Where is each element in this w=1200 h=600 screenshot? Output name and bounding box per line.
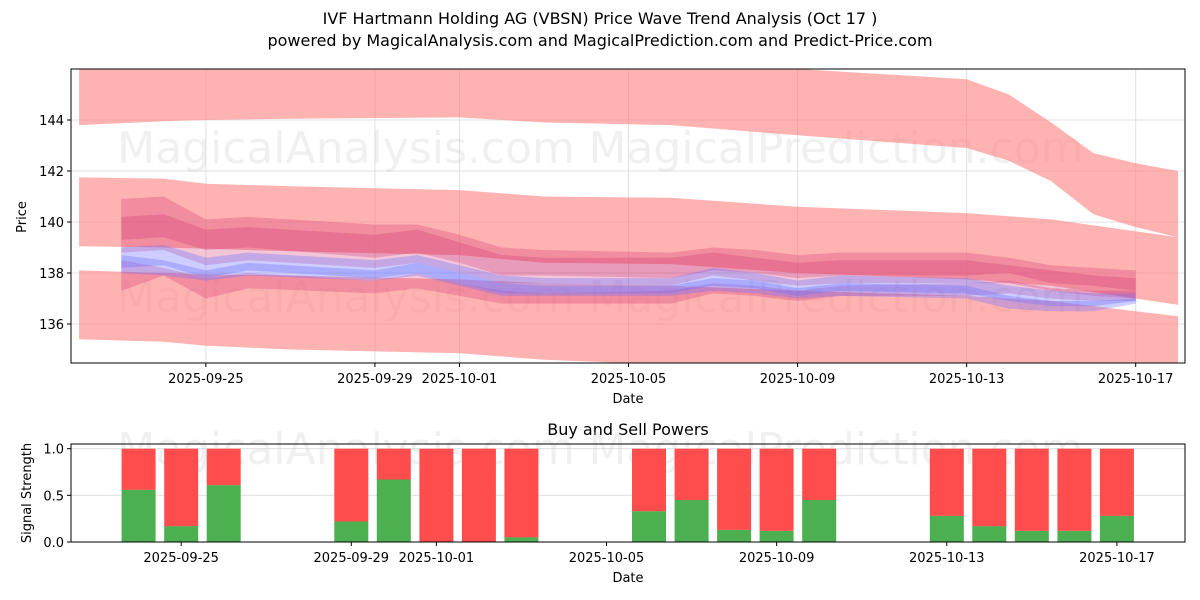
sell-bar [164,448,199,527]
signal-y-ticks: 0.0 0.5 1.0 [43,443,71,551]
sell-bar [972,448,1007,527]
signal-y-tick-label: 0.0 [43,536,64,551]
price-waves [121,196,1136,312]
sell-bar [334,448,369,522]
buy-bar [206,485,241,542]
sell-bar [929,448,964,516]
buy-bar [504,537,539,542]
price-axes-frame [70,68,1186,364]
price-panel: MagicalAnalysis.com MagicalPrediction.co… [15,68,1186,407]
price-x-axis-label: Date [612,392,643,407]
price-x-tick-label: 2025-10-13 [929,372,1005,387]
watermark-analysis: MagicalAnalysis.com [117,123,575,174]
signal-y-axis-label: Signal Strength [20,443,35,543]
buy-bar [334,521,369,542]
buy-bar [674,500,709,542]
price-bands [79,69,1179,363]
signal-x-tick-label: 2025-10-09 [739,551,815,566]
price-y-tick-label: 142 [39,165,64,180]
lower-wave-band [79,270,1178,363]
buy-bar [1057,530,1092,542]
middle-wave-band [79,177,1179,305]
sell-bar [206,448,241,486]
sell-bar [419,448,454,542]
price-x-tick-label: 2025-10-17 [1098,372,1174,387]
price-y-tick-label: 144 [39,114,64,129]
buy-bar [121,489,156,542]
buy-bar [1014,530,1049,542]
sell-bar [461,448,496,542]
buy-bar [929,515,964,542]
signal-x-tick-label: 2025-10-01 [399,551,475,566]
sell-bar [121,448,156,490]
buy-bar [759,530,794,542]
signal-y-tick-label: 0.5 [43,489,64,504]
price-y-tick-label: 136 [39,318,64,333]
buy-bar [802,500,837,542]
price-y-tick-label: 138 [39,267,64,282]
blue-wave-1 [121,255,1136,312]
price-y-axis-label: Price [15,201,30,233]
chart-subtitle: powered by MagicalAnalysis.com and Magic… [267,31,933,50]
buy-bar [376,479,411,542]
signal-bars [121,448,1134,542]
buy-bar [717,529,752,542]
sell-bar [1099,448,1134,516]
price-x-tick-label: 2025-10-09 [760,372,836,387]
buy-bar [632,511,666,542]
price-x-tick-label: 2025-10-01 [422,372,498,387]
price-x-tick-label: 2025-09-25 [168,372,244,387]
sell-bar [504,448,539,538]
signal-y-tick-label: 1.0 [43,443,64,458]
chart-title: IVF Hartmann Holding AG (VBSN) Price Wav… [322,9,878,28]
buy-bar [972,526,1007,542]
red-wave-2 [121,260,1136,304]
signal-x-tick-label: 2025-09-29 [314,551,390,566]
red-wave-1 [121,214,1136,299]
price-x-tick-label: 2025-10-05 [591,372,667,387]
price-x-ticks: 2025-09-25 2025-09-29 2025-10-01 2025-10-05… [168,363,1173,387]
sell-bar [759,448,794,531]
signal-x-axis-label: Date [612,571,643,586]
signal-x-tick-label: 2025-10-13 [909,551,985,566]
signal-axes-frame [70,443,1186,543]
sell-bar [1014,448,1049,531]
signal-panel: Buy and Sell Powers MagicalAnalysis.com … [20,420,1186,586]
signal-x-tick-label: 2025-10-05 [569,551,645,566]
sell-bar [632,448,666,512]
price-x-tick-label: 2025-09-29 [337,372,413,387]
price-y-ticks: 136 138 140 142 144 [39,114,71,333]
buy-bar [164,526,199,542]
blue-wave-0 [121,244,1136,307]
sell-bar [1057,448,1092,531]
signal-x-ticks: 2025-09-25 2025-09-29 2025-10-01 2025-10-05… [143,542,1155,566]
sell-bar [674,448,709,500]
signal-x-tick-label: 2025-09-25 [143,551,219,566]
signal-chart-title: Buy and Sell Powers [547,420,709,439]
price-y-tick-label: 140 [39,216,64,231]
buy-bar [1099,515,1134,542]
signal-x-tick-label: 2025-10-17 [1079,551,1155,566]
red-wave-0 [121,196,1136,291]
sell-bar [717,448,752,530]
sell-bar [802,448,837,500]
upper-wave-band [79,69,1178,238]
sell-bar [376,448,411,480]
